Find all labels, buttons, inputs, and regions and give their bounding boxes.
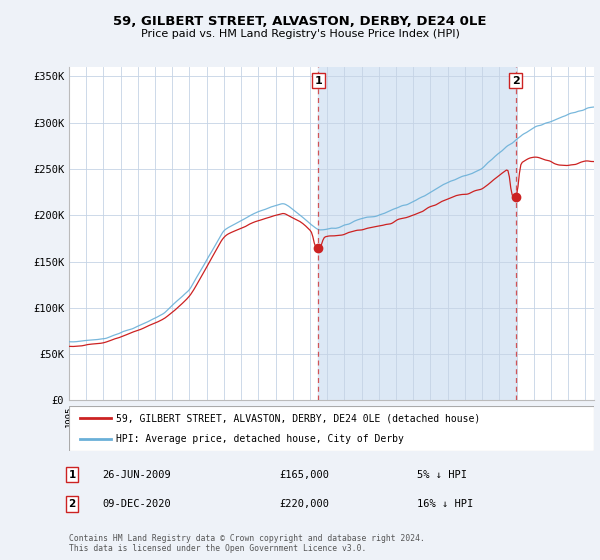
Text: 1: 1 [68, 470, 76, 480]
Text: 59, GILBERT STREET, ALVASTON, DERBY, DE24 0LE (detached house): 59, GILBERT STREET, ALVASTON, DERBY, DE2… [116, 413, 481, 423]
Bar [318, 67, 515, 400]
Text: 2: 2 [512, 76, 520, 86]
Text: 16% ↓ HPI: 16% ↓ HPI [417, 499, 473, 509]
Text: 59, GILBERT STREET, ALVASTON, DERBY, DE24 0LE: 59, GILBERT STREET, ALVASTON, DERBY, DE2… [113, 15, 487, 28]
Text: 09-DEC-2020: 09-DEC-2020 [102, 499, 171, 509]
Text: HPI: Average price, detached house, City of Derby: HPI: Average price, detached house, City… [116, 433, 404, 444]
Text: Contains HM Land Registry data © Crown copyright and database right 2024.
This d: Contains HM Land Registry data © Crown c… [69, 534, 425, 553]
Text: 2: 2 [68, 499, 76, 509]
Text: 1: 1 [314, 76, 322, 86]
Text: Price paid vs. HM Land Registry's House Price Index (HPI): Price paid vs. HM Land Registry's House … [140, 29, 460, 39]
Text: 26-JUN-2009: 26-JUN-2009 [102, 470, 171, 480]
Text: 5% ↓ HPI: 5% ↓ HPI [417, 470, 467, 480]
Text: £220,000: £220,000 [279, 499, 329, 509]
Text: £165,000: £165,000 [279, 470, 329, 480]
